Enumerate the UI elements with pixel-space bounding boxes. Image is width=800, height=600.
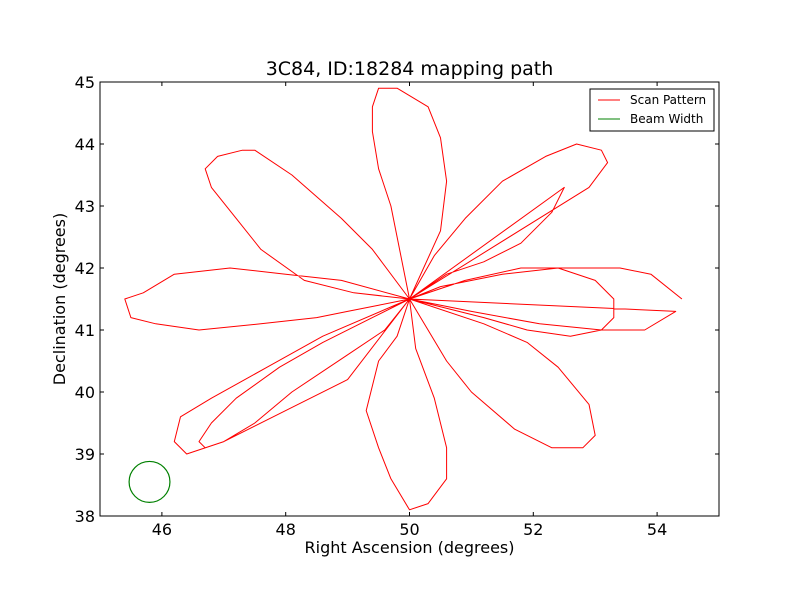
legend: Scan Pattern Beam Width: [589, 88, 715, 132]
axis-ticks: 46 48 50 52 54 38 39 40 41 42 43 44 45: [75, 73, 719, 539]
chart-title: 3C84, ID:18284 mapping path: [266, 58, 554, 80]
x-tick-label: 52: [523, 520, 543, 539]
y-tick-label: 44: [75, 135, 95, 154]
scan-pattern-line: [124, 87, 683, 511]
legend-box: [589, 88, 715, 132]
y-tick-label: 38: [75, 507, 95, 526]
x-tick-label: 54: [647, 520, 667, 539]
x-tick-label: 50: [399, 520, 419, 539]
y-tick-label: 42: [75, 259, 95, 278]
legend-label-beam-width: Beam Width: [630, 112, 703, 126]
x-tick-label: 48: [276, 520, 296, 539]
y-axis-label: Declination (degrees): [50, 213, 69, 385]
y-tick-label: 43: [75, 197, 95, 216]
x-axis-label: Right Ascension (degrees): [305, 538, 515, 557]
y-tick-label: 45: [75, 73, 95, 92]
beam-width-circle: [128, 460, 171, 503]
plot-area: [124, 87, 683, 511]
y-tick-label: 40: [75, 383, 95, 402]
legend-label-scan-pattern: Scan Pattern: [630, 93, 706, 107]
x-tick-label: 46: [152, 520, 172, 539]
axes-frame: [99, 81, 720, 517]
y-tick-label: 41: [75, 321, 95, 340]
y-tick-label: 39: [75, 445, 95, 464]
